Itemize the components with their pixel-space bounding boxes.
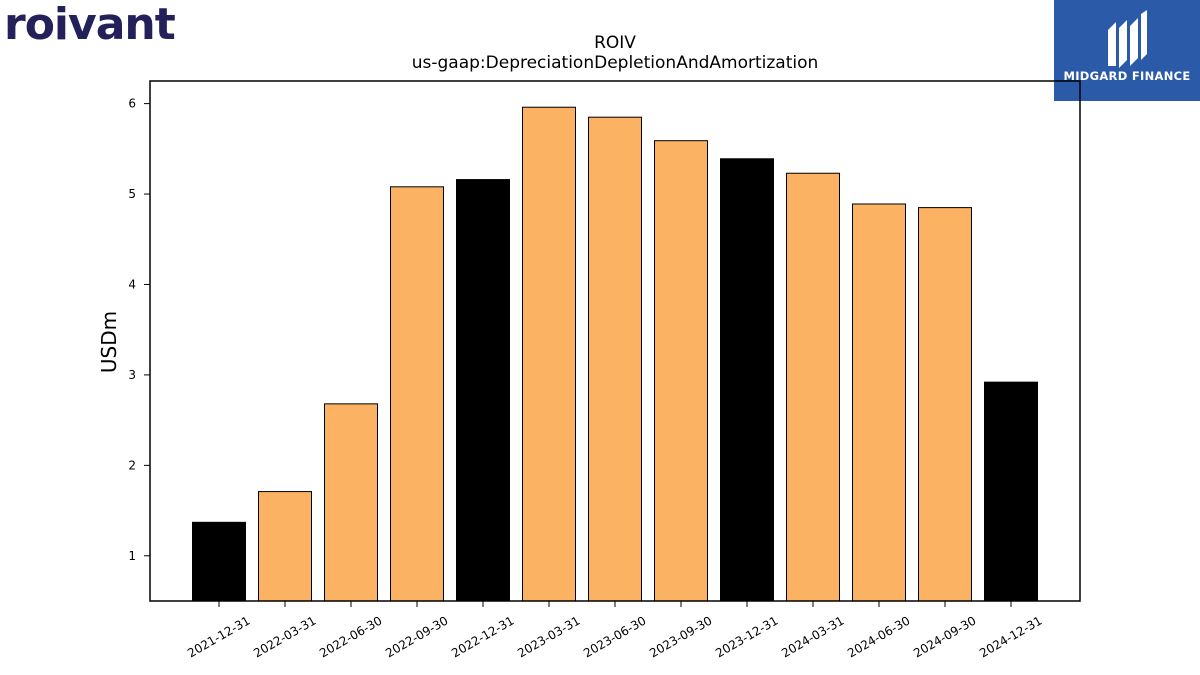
bar-2023-06-30 xyxy=(588,116,642,602)
midgard-brand-text: MIDGARD FINANCE xyxy=(1063,69,1191,83)
chart-subtitle: us-gaap:DepreciationDepletionAndAmortiza… xyxy=(412,53,819,73)
y-tick-label: 6 xyxy=(128,97,136,111)
x-tick-label: 2023-03-31 xyxy=(515,613,582,660)
x-tick-label: 2021-12-31 xyxy=(185,613,252,660)
y-tick-label: 4 xyxy=(128,277,136,291)
bar-2023-09-30 xyxy=(654,140,708,602)
bar-2024-09-30 xyxy=(918,207,972,602)
x-tick-label: 2022-06-30 xyxy=(317,613,384,660)
chart-title: ROIV xyxy=(594,33,636,53)
y-tick-label: 5 xyxy=(128,187,136,201)
bar-2022-03-31 xyxy=(258,491,312,602)
bar-2024-12-31 xyxy=(984,381,1038,602)
y-tick-label: 1 xyxy=(128,549,136,563)
x-tick-label: 2024-06-30 xyxy=(845,613,912,660)
bar-2023-12-31 xyxy=(720,158,774,602)
midgard-mark-icon xyxy=(1108,10,1147,68)
bar-2022-12-31 xyxy=(456,179,510,602)
x-tick-label: 2023-09-30 xyxy=(647,613,714,660)
bar-2021-12-31 xyxy=(192,521,246,602)
y-tick-label: 3 xyxy=(128,368,136,382)
x-tick-label: 2024-03-31 xyxy=(779,613,846,660)
x-tick-label: 2024-12-31 xyxy=(977,613,1044,660)
x-tick-label: 2022-12-31 xyxy=(449,613,516,660)
midgard-finance-logo: MIDGARD FINANCE xyxy=(1054,0,1200,101)
x-tick-label: 2022-09-30 xyxy=(383,613,450,660)
plot-frame xyxy=(149,80,1081,602)
bar-2024-03-31 xyxy=(786,172,840,602)
bar-2022-09-30 xyxy=(390,186,444,602)
y-axis-label: USDm xyxy=(97,311,121,373)
x-tick-label: 2023-06-30 xyxy=(581,613,648,660)
bar-2023-03-31 xyxy=(522,106,576,602)
roivant-logo: roivant xyxy=(4,0,176,50)
bar-2022-06-30 xyxy=(324,403,378,602)
y-tick-label: 2 xyxy=(128,458,136,472)
x-tick-label: 2023-12-31 xyxy=(713,613,780,660)
x-tick-label: 2024-09-30 xyxy=(911,613,978,660)
bar-2024-06-30 xyxy=(852,203,906,602)
x-tick-label: 2022-03-31 xyxy=(251,613,318,660)
